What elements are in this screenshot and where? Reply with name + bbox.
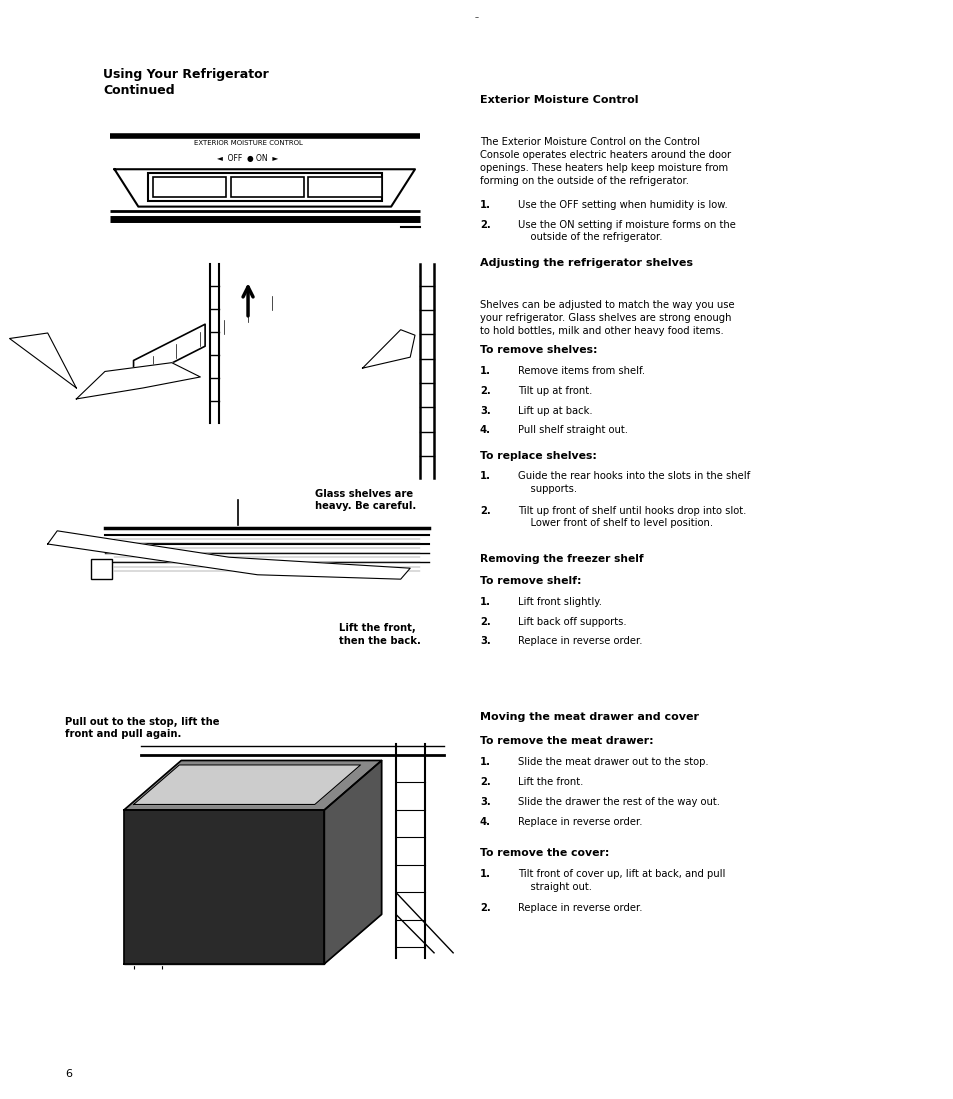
- Text: Pull out to the stop, lift the
front and pull again.: Pull out to the stop, lift the front and…: [65, 717, 219, 739]
- Text: To remove shelf:: To remove shelf:: [479, 576, 580, 586]
- Text: The Exterior Moisture Control on the Control
Console operates electric heaters a: The Exterior Moisture Control on the Con…: [479, 137, 730, 186]
- Bar: [231, 177, 303, 197]
- Text: 2.: 2.: [479, 903, 490, 913]
- Text: 4.: 4.: [479, 425, 491, 435]
- Bar: [308, 177, 381, 197]
- Text: 1.: 1.: [479, 200, 491, 210]
- Polygon shape: [124, 761, 381, 810]
- Text: EXTERIOR MOISTURE CONTROL: EXTERIOR MOISTURE CONTROL: [193, 140, 302, 145]
- Text: Use the ON setting if moisture forms on the
    outside of the refrigerator.: Use the ON setting if moisture forms on …: [517, 220, 735, 242]
- Text: Lift up at back.: Lift up at back.: [517, 406, 592, 415]
- Text: Lift back off supports.: Lift back off supports.: [517, 617, 626, 626]
- Text: Using Your Refrigerator
Continued: Using Your Refrigerator Continued: [103, 68, 269, 97]
- Text: Guide the rear hooks into the slots in the shelf
    supports.: Guide the rear hooks into the slots in t…: [517, 471, 749, 493]
- Text: 3.: 3.: [479, 636, 490, 646]
- Text: Shelves can be adjusted to match the way you use
your refrigerator. Glass shelve: Shelves can be adjusted to match the way…: [479, 300, 734, 335]
- Text: To replace shelves:: To replace shelves:: [479, 451, 597, 460]
- Text: 2.: 2.: [479, 617, 490, 626]
- Text: Removing the freezer shelf: Removing the freezer shelf: [479, 554, 643, 564]
- Text: Moving the meat drawer and cover: Moving the meat drawer and cover: [479, 712, 699, 722]
- Polygon shape: [76, 363, 200, 399]
- Text: 6: 6: [65, 1069, 71, 1079]
- Polygon shape: [48, 531, 410, 579]
- Text: 1.: 1.: [479, 597, 491, 607]
- Text: Glass shelves are
heavy. Be careful.: Glass shelves are heavy. Be careful.: [314, 489, 416, 511]
- Text: 2.: 2.: [479, 777, 490, 787]
- Text: 2.: 2.: [479, 386, 490, 396]
- Text: 1.: 1.: [479, 757, 491, 767]
- Bar: [148, 173, 381, 201]
- Polygon shape: [10, 333, 76, 388]
- Text: ◄  OFF  ● ON  ►: ◄ OFF ● ON ►: [217, 154, 278, 163]
- Text: Replace in reverse order.: Replace in reverse order.: [517, 636, 642, 646]
- Text: Remove items from shelf.: Remove items from shelf.: [517, 366, 644, 376]
- Text: Tilt up at front.: Tilt up at front.: [517, 386, 592, 396]
- Text: 2.: 2.: [479, 506, 490, 515]
- Text: 1.: 1.: [479, 471, 491, 481]
- Text: Adjusting the refrigerator shelves: Adjusting the refrigerator shelves: [479, 258, 692, 268]
- Text: Lift the front.: Lift the front.: [517, 777, 583, 787]
- Text: To remove shelves:: To remove shelves:: [479, 345, 597, 355]
- Polygon shape: [124, 810, 324, 964]
- Polygon shape: [362, 330, 415, 368]
- Text: Pull shelf straight out.: Pull shelf straight out.: [517, 425, 627, 435]
- Text: To remove the meat drawer:: To remove the meat drawer:: [479, 736, 653, 746]
- Text: 3.: 3.: [479, 406, 490, 415]
- Text: 4.: 4.: [479, 817, 491, 826]
- Polygon shape: [133, 765, 360, 804]
- Text: Lift the front,
then the back.: Lift the front, then the back.: [338, 623, 420, 645]
- Text: --: --: [474, 14, 479, 20]
- Text: 3.: 3.: [479, 797, 490, 807]
- Bar: [91, 559, 112, 579]
- Polygon shape: [114, 169, 415, 207]
- Text: Exterior Moisture Control: Exterior Moisture Control: [479, 95, 638, 104]
- Bar: [152, 177, 226, 197]
- Text: 1.: 1.: [479, 869, 491, 879]
- Text: To remove the cover:: To remove the cover:: [479, 848, 609, 858]
- Text: Replace in reverse order.: Replace in reverse order.: [517, 817, 642, 826]
- Text: 2.: 2.: [479, 220, 490, 230]
- Text: Tilt up front of shelf until hooks drop into slot.
    Lower front of shelf to l: Tilt up front of shelf until hooks drop …: [517, 506, 745, 528]
- Polygon shape: [324, 761, 381, 964]
- Text: Use the OFF setting when humidity is low.: Use the OFF setting when humidity is low…: [517, 200, 727, 210]
- Text: 1.: 1.: [479, 366, 491, 376]
- Text: Tilt front of cover up, lift at back, and pull
    straight out.: Tilt front of cover up, lift at back, an…: [517, 869, 724, 891]
- Text: Slide the meat drawer out to the stop.: Slide the meat drawer out to the stop.: [517, 757, 708, 767]
- Text: Lift front slightly.: Lift front slightly.: [517, 597, 601, 607]
- Text: Replace in reverse order.: Replace in reverse order.: [517, 903, 642, 913]
- Text: Slide the drawer the rest of the way out.: Slide the drawer the rest of the way out…: [517, 797, 720, 807]
- Polygon shape: [133, 324, 205, 382]
